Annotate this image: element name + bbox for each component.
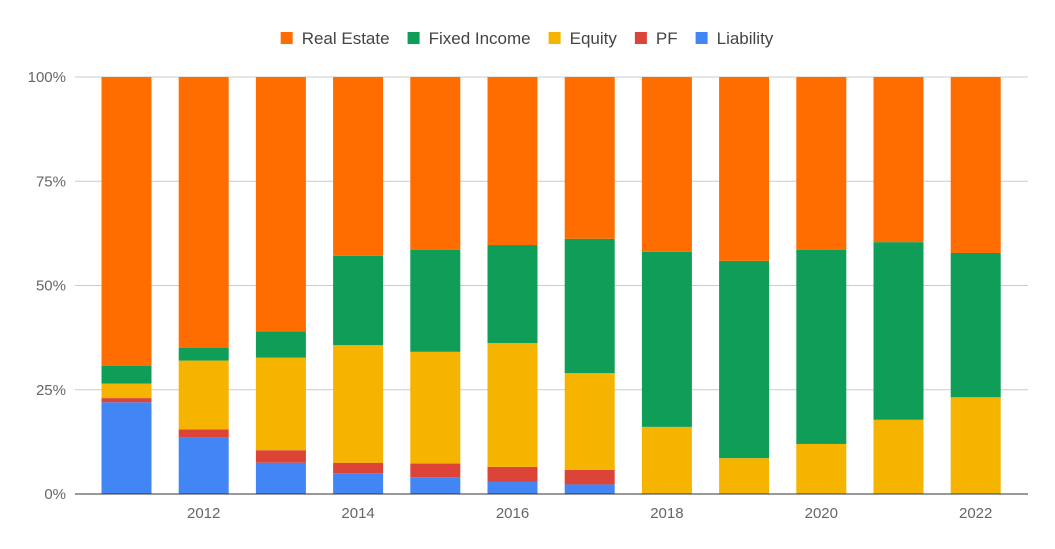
bar-segment-pf-2013	[255, 450, 306, 463]
bar-segment-real-estate-2018	[641, 77, 692, 252]
bar-segment-real-estate-2022	[950, 77, 1001, 253]
x-tick-label: 2020	[805, 505, 838, 522]
legend-item-pf: PF	[634, 29, 678, 48]
bar-segment-equity-2017	[564, 373, 615, 470]
x-tick-label: 2018	[650, 505, 683, 522]
bar-segment-fixed-income-2012	[178, 347, 229, 361]
legend-label: Liability	[717, 29, 774, 48]
bar-segment-fixed-income-2017	[564, 238, 615, 374]
legend-item-liability: Liability	[695, 29, 774, 48]
legend-label: PF	[656, 29, 678, 48]
bar-segment-fixed-income-2018	[641, 251, 692, 427]
x-tick-label: 2016	[496, 505, 529, 522]
bar-segment-real-estate-2012	[178, 77, 229, 348]
bar-segment-equity-2019	[719, 458, 770, 494]
y-tick-label: 0%	[44, 486, 66, 503]
bar-segment-pf-2017	[564, 469, 615, 485]
bar-segment-fixed-income-2015	[410, 249, 461, 352]
bar-segment-fixed-income-2011	[101, 365, 152, 384]
bar-segment-equity-2016	[487, 343, 538, 467]
bar-segment-equity-2022	[950, 397, 1001, 494]
bar-segment-real-estate-2011	[101, 77, 152, 366]
y-tick-label: 75%	[36, 173, 66, 190]
y-tick-label: 25%	[36, 382, 66, 399]
legend-item-equity: Equity	[548, 29, 618, 48]
bar-segment-equity-2015	[410, 351, 461, 464]
bar-segment-liability-2013	[255, 462, 306, 494]
x-tick-label: 2014	[341, 505, 374, 522]
bar-segment-equity-2013	[255, 357, 306, 451]
bar-segment-pf-2014	[333, 462, 384, 474]
bar-segment-equity-2020	[796, 443, 847, 494]
bar-segment-fixed-income-2022	[950, 252, 1001, 398]
y-tick-label: 100%	[28, 69, 66, 86]
legend-label: Equity	[570, 29, 618, 48]
bar-segment-equity-2018	[641, 426, 692, 494]
bar-segment-fixed-income-2021	[873, 242, 924, 420]
bar-segment-liability-2016	[487, 481, 538, 494]
bar-segment-pf-2011	[101, 398, 152, 403]
legend-label: Real Estate	[302, 29, 390, 48]
bar-segment-liability-2014	[333, 473, 384, 494]
bar-segment-pf-2015	[410, 463, 461, 478]
bar-segment-pf-2016	[487, 466, 538, 482]
bar-segment-real-estate-2021	[873, 77, 924, 243]
bar-segment-fixed-income-2016	[487, 245, 538, 344]
legend-swatch	[548, 32, 561, 44]
bar-segment-liability-2015	[410, 477, 461, 494]
bar-segment-real-estate-2015	[410, 77, 461, 250]
legend-item-fixed-income: Fixed Income	[407, 29, 531, 48]
bar-segment-liability-2017	[564, 484, 615, 494]
legend: Real Estate Fixed Income Equity PF Liability	[280, 29, 774, 48]
legend-item-real-estate: Real Estate	[280, 29, 390, 48]
bar-segment-real-estate-2014	[333, 77, 384, 256]
bar-segment-equity-2012	[178, 360, 229, 430]
bar-segment-equity-2021	[873, 419, 924, 494]
bars	[101, 77, 1001, 494]
bar-segment-fixed-income-2014	[333, 255, 384, 346]
x-axis-ticks: 2012 2014 2016 2018 2020 2022	[187, 505, 992, 522]
bar-segment-fixed-income-2019	[719, 260, 770, 459]
legend-label: Fixed Income	[429, 29, 531, 48]
bar-segment-equity-2014	[333, 345, 384, 463]
bar-segment-real-estate-2017	[564, 77, 615, 239]
x-tick-label: 2022	[959, 505, 992, 522]
bar-segment-liability-2012	[178, 437, 229, 494]
bar-segment-real-estate-2016	[487, 77, 538, 246]
bar-segment-pf-2012	[178, 429, 229, 438]
legend-swatch	[407, 32, 420, 44]
bar-segment-equity-2011	[101, 383, 152, 399]
legend-swatch	[695, 32, 708, 44]
bar-segment-liability-2011	[101, 402, 152, 494]
legend-swatch	[280, 32, 293, 44]
x-tick-label: 2012	[187, 505, 220, 522]
y-axis-ticks: 0% 25% 50% 75% 100%	[28, 69, 66, 503]
grid-lines	[75, 76, 1028, 391]
bar-segment-fixed-income-2013	[255, 331, 306, 358]
bar-segment-real-estate-2013	[255, 77, 306, 332]
bar-segment-real-estate-2019	[719, 77, 770, 261]
legend-swatch	[634, 32, 647, 44]
bar-segment-fixed-income-2020	[796, 249, 847, 444]
bar-segment-real-estate-2020	[796, 77, 847, 250]
y-tick-label: 50%	[36, 278, 66, 295]
